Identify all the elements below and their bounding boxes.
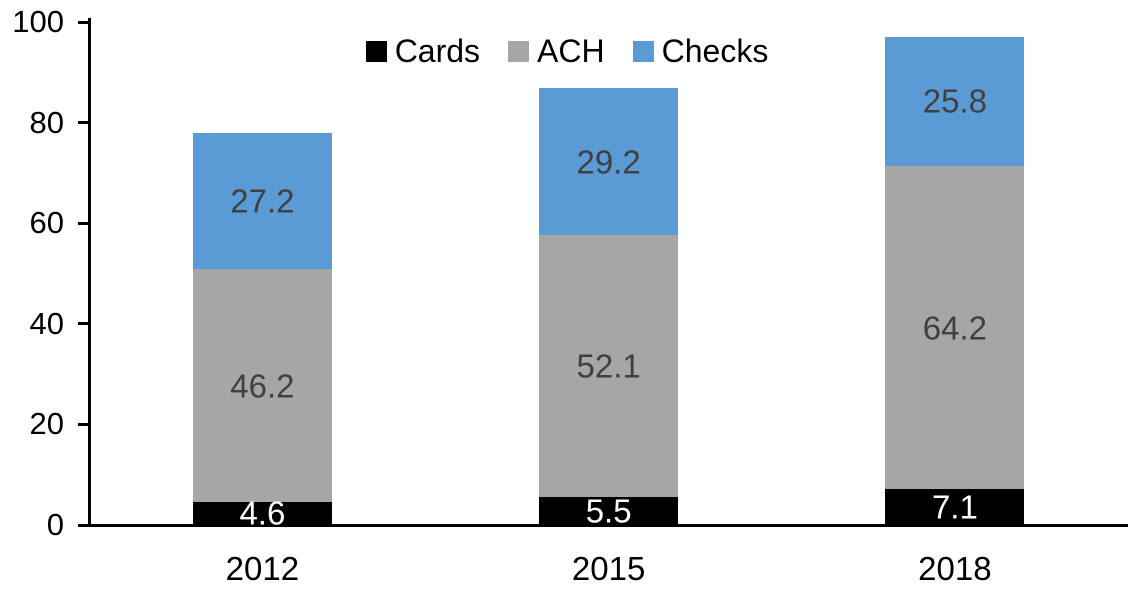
y-axis-line — [87, 18, 91, 527]
y-axis-tick — [77, 422, 88, 426]
bar-value-label: 64.2 — [922, 309, 987, 347]
bar-segment-ach-2018 — [885, 166, 1025, 490]
bar-segment-ach-2012 — [192, 269, 332, 502]
bar-segment-checks-2018 — [885, 36, 1025, 167]
x-axis-line — [87, 523, 1128, 527]
bar-value-label: 27.2 — [230, 182, 295, 220]
legend-label: ACH — [537, 33, 605, 69]
y-axis-tick — [77, 523, 88, 527]
legend-swatch-checks — [632, 40, 654, 62]
y-axis-tick-label: 100 — [12, 3, 64, 39]
bar-value-label: 29.2 — [576, 143, 641, 181]
bar-segment-ach-2015 — [539, 235, 679, 498]
bar-segment-cards-2012 — [192, 501, 332, 525]
y-axis-tick-label: 20 — [29, 406, 64, 442]
x-axis-label: 2015 — [571, 550, 646, 587]
bar-value-label: 25.8 — [922, 82, 987, 120]
bar-value-label: 7.1 — [931, 488, 978, 526]
y-axis-tick — [77, 20, 88, 24]
y-axis-tick-label: 0 — [46, 506, 64, 542]
legend-label: Checks — [661, 33, 769, 69]
y-axis-tick — [77, 322, 88, 326]
bar-segment-cards-2018 — [885, 489, 1025, 525]
legend-entry-cards: Cards — [365, 33, 481, 69]
legend-entry-ach: ACH — [508, 35, 605, 67]
bar-segment-checks-2012 — [192, 132, 332, 270]
x-axis-label: 2018 — [918, 550, 992, 587]
legend-label: Cards — [394, 33, 481, 69]
bar-value-label: 46.2 — [230, 367, 295, 405]
y-axis-tick-label: 60 — [29, 205, 64, 241]
bar-value-label: 5.5 — [585, 492, 632, 530]
bar-value-label: 52.1 — [576, 347, 641, 385]
bar-segment-cards-2015 — [539, 497, 679, 525]
chart-legend: Cards ACH Checks — [0, 34, 1134, 68]
x-axis-label: 2012 — [225, 550, 300, 587]
legend-entry-checks: Checks — [632, 33, 769, 69]
y-axis-tick-label: 40 — [29, 305, 64, 341]
legend-swatch-ach — [508, 40, 530, 62]
legend-swatch-cards — [365, 40, 387, 62]
bar-value-label: 4.6 — [239, 494, 286, 532]
y-axis-tick — [77, 221, 88, 225]
bar-segment-checks-2015 — [539, 88, 679, 236]
y-axis-tick — [77, 121, 88, 125]
y-axis-tick-label: 80 — [29, 104, 64, 140]
